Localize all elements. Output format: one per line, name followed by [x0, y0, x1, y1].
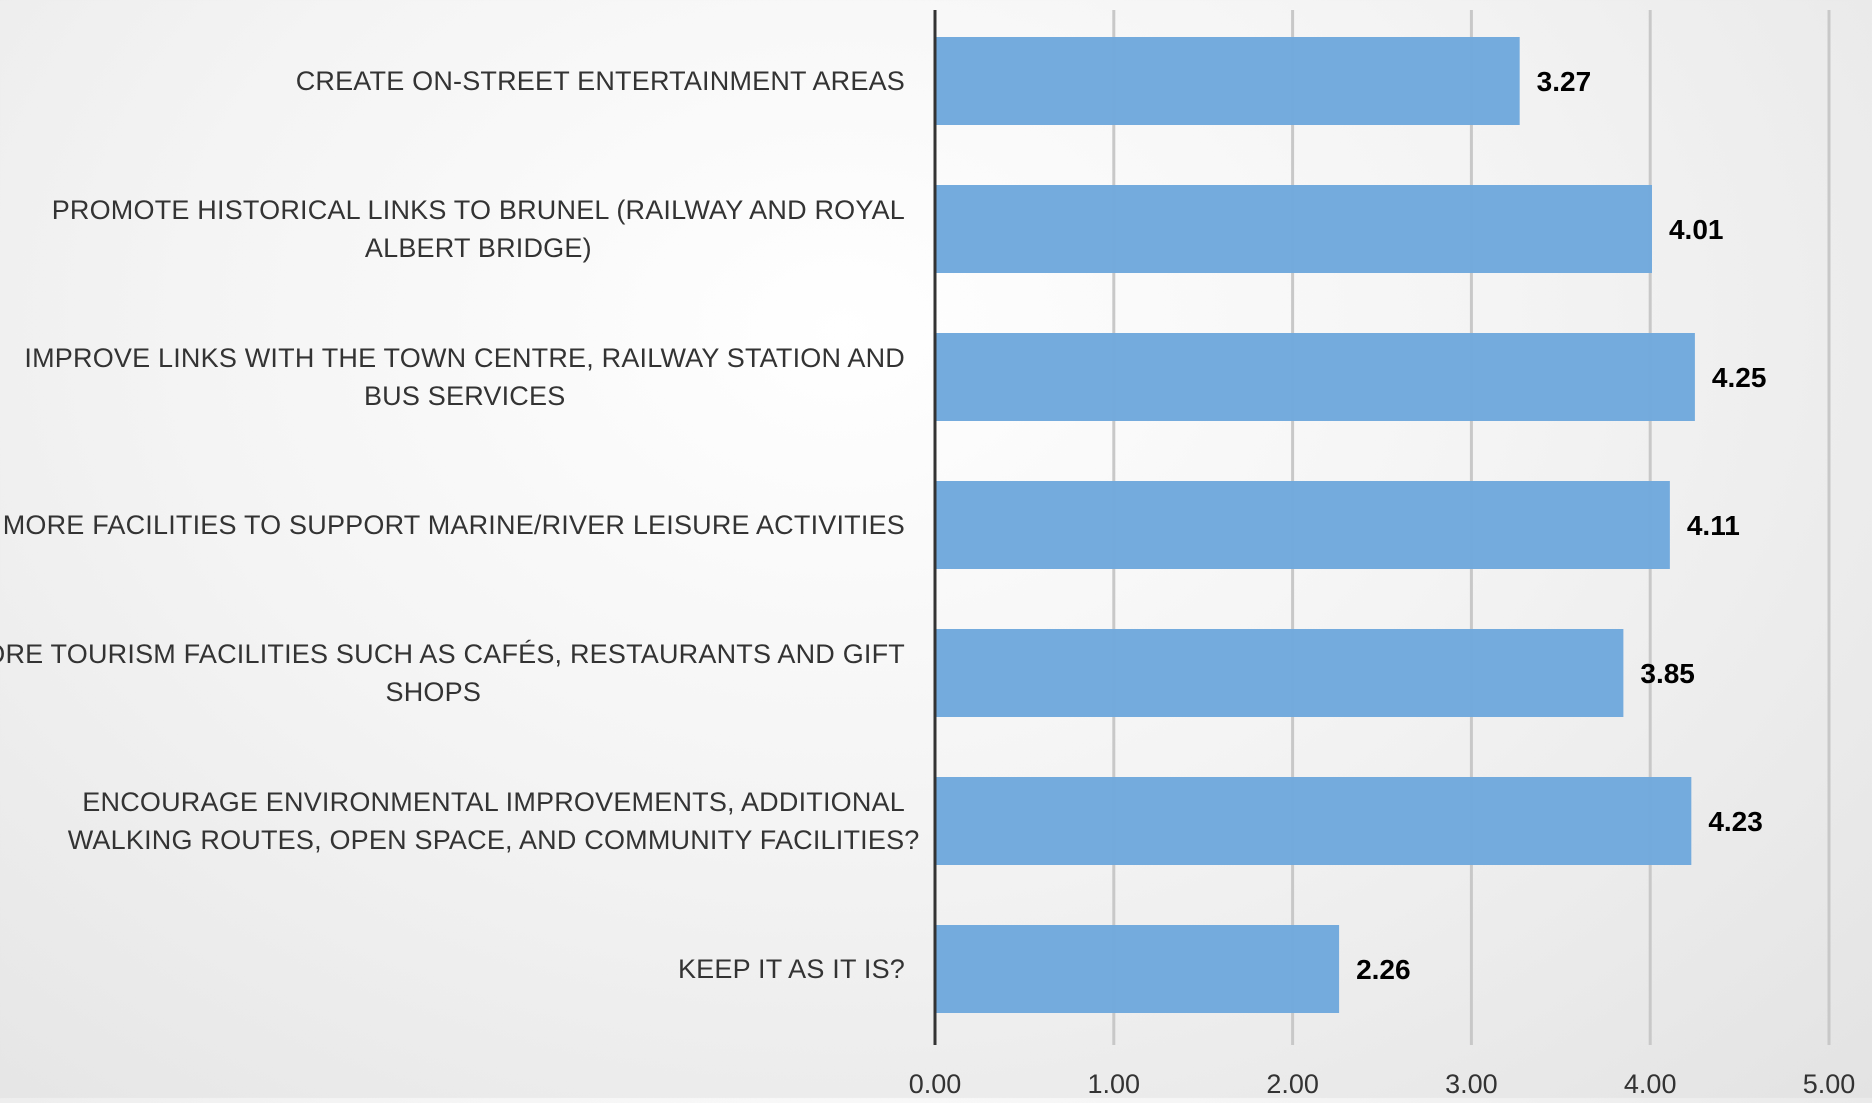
- value-label-7: 2.26: [1356, 954, 1411, 985]
- bar-2: [935, 185, 1652, 273]
- category-label-line: KEEP IT AS IT IS?: [678, 954, 905, 984]
- category-label-1: CREATE ON-STREET ENTERTAINMENT AREAS: [296, 66, 905, 96]
- bar-3: [935, 333, 1695, 421]
- category-label-line: IMPROVE LINKS WITH THE TOWN CENTRE, RAIL…: [24, 343, 905, 373]
- x-tick-label-3: 2.00: [1266, 1069, 1319, 1098]
- category-label-line: SHOPS: [386, 677, 482, 707]
- category-label-line: BUS SERVICES: [364, 381, 565, 411]
- category-label-line: MORE FACILITIES TO SUPPORT MARINE/RIVER …: [3, 510, 905, 540]
- category-label-3: IMPROVE LINKS WITH THE TOWN CENTRE, RAIL…: [24, 343, 905, 411]
- value-label-1: 3.27: [1537, 66, 1592, 97]
- x-tick-label-5: 4.00: [1624, 1069, 1677, 1098]
- category-label-2: PROMOTE HISTORICAL LINKS TO BRUNEL (RAIL…: [52, 195, 905, 263]
- value-label-2: 4.01: [1669, 214, 1724, 245]
- category-label-6: ENCOURAGE ENVIRONMENTAL IMPROVEMENTS, AD…: [68, 787, 920, 855]
- x-tick-label-1: 0.00: [909, 1069, 962, 1098]
- category-label-line: CREATE ON-STREET ENTERTAINMENT AREAS: [296, 66, 905, 96]
- category-label-line: PROMOTE HISTORICAL LINKS TO BRUNEL (RAIL…: [52, 195, 905, 225]
- category-label-7: KEEP IT AS IT IS?: [678, 954, 905, 984]
- category-label-5: MORE TOURISM FACILITIES SUCH AS CAFÉS, R…: [0, 639, 905, 707]
- value-label-3: 4.25: [1712, 362, 1767, 393]
- bar-5: [935, 629, 1624, 717]
- bar-1: [935, 37, 1520, 125]
- bar-7: [935, 925, 1340, 1013]
- category-label-4: MORE FACILITIES TO SUPPORT MARINE/RIVER …: [3, 510, 905, 540]
- x-tick-label-4: 3.00: [1445, 1069, 1498, 1098]
- category-label-line: WALKING ROUTES, OPEN SPACE, AND COMMUNIT…: [68, 825, 920, 855]
- x-tick-label-2: 1.00: [1088, 1069, 1141, 1098]
- category-labels: CREATE ON-STREET ENTERTAINMENT AREAS PROM…: [0, 66, 920, 984]
- value-label-4: 4.11: [1687, 510, 1740, 541]
- bars: [935, 37, 1695, 1013]
- x-tick-label-6: 5.00: [1803, 1069, 1856, 1098]
- category-label-line: ENCOURAGE ENVIRONMENTAL IMPROVEMENTS, AD…: [82, 787, 905, 817]
- x-axis-ticks: 0.00 1.00 2.00 3.00 4.00 5.00: [909, 1069, 1856, 1099]
- category-label-line: ALBERT BRIDGE): [365, 233, 592, 263]
- value-label-6: 4.23: [1708, 806, 1763, 837]
- value-labels: 3.27 4.01 4.25 4.11 3.85 4.23 2.26: [1356, 66, 1766, 985]
- value-label-5: 3.85: [1640, 658, 1695, 689]
- bar-6: [935, 777, 1692, 865]
- bar-4: [935, 481, 1670, 569]
- category-label-line: MORE TOURISM FACILITIES SUCH AS CAFÉS, R…: [0, 639, 905, 669]
